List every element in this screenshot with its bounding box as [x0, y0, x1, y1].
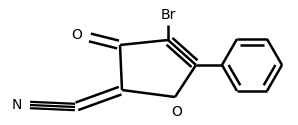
Text: Br: Br: [160, 8, 176, 22]
Text: O: O: [172, 105, 182, 119]
Text: O: O: [71, 28, 82, 42]
Text: N: N: [12, 98, 22, 112]
